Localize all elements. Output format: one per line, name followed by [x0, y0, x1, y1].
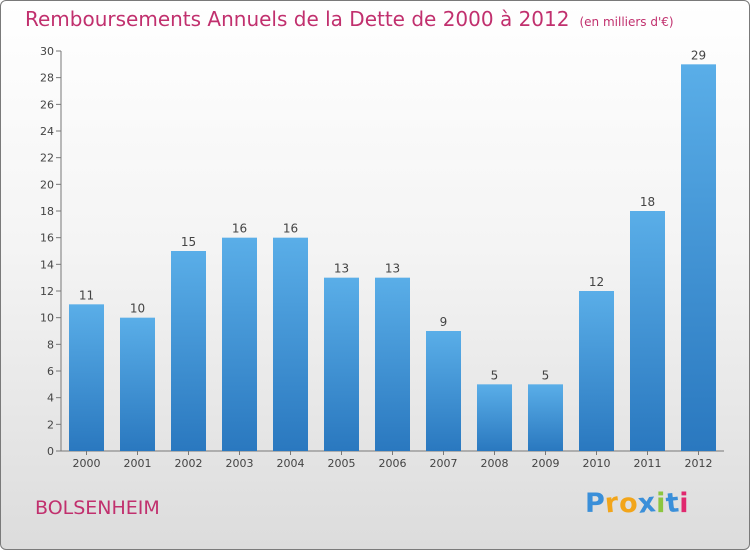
data-labels: 11 10 15 16 16 13 13 9 5 5 12 18 29	[79, 48, 706, 382]
logo-letter: i	[656, 488, 666, 519]
data-label-2000: 11	[79, 288, 94, 302]
x-tick-label-2007: 2007	[430, 457, 458, 470]
bar-2012	[681, 64, 716, 452]
bars	[69, 64, 716, 452]
bar-2003	[222, 237, 257, 451]
logo-letter: i	[679, 488, 690, 519]
x-tick-label-2011: 2011	[634, 457, 662, 470]
bar-2001	[120, 317, 155, 451]
bar-2004	[273, 237, 308, 451]
bar-2011	[630, 211, 665, 451]
y-tick-label: 28	[40, 72, 54, 85]
city-name: BOLSENHEIM	[35, 497, 160, 519]
y-tick-label: 8	[47, 338, 54, 351]
x-tick-label-2003: 2003	[226, 457, 254, 470]
y-tick-label: 20	[40, 178, 54, 191]
y-tick-label: 16	[40, 232, 54, 245]
data-label-2010: 12	[589, 275, 604, 289]
logo-letter: P	[585, 488, 606, 519]
data-label-2012: 29	[691, 48, 706, 62]
y-tick-label: 18	[40, 205, 54, 218]
y-tick-label: 10	[40, 312, 54, 325]
bar-2002	[171, 251, 206, 451]
x-tick-label-2006: 2006	[379, 457, 407, 470]
bar-2005	[324, 277, 359, 451]
data-label-2004: 16	[283, 222, 298, 236]
x-tick-label-2009: 2009	[532, 457, 560, 470]
y-tick-label: 2	[47, 418, 54, 431]
y-tick-label: 12	[40, 285, 54, 298]
data-label-2011: 18	[640, 195, 655, 209]
data-label-2002: 15	[181, 235, 196, 249]
y-tick-label: 24	[40, 125, 54, 138]
x-tick-label-2004: 2004	[277, 457, 305, 470]
y-tick-label: 30	[40, 45, 54, 58]
x-tick-label-2008: 2008	[481, 457, 509, 470]
bar-2000	[69, 304, 104, 451]
bar-2010	[579, 291, 614, 451]
y-tick-label: 0	[47, 445, 54, 458]
x-tick-label-2002: 2002	[175, 457, 203, 470]
unit-label: (en milliers d'€)	[579, 15, 674, 29]
y-tick-label: 26	[40, 98, 54, 111]
bar-2007	[426, 331, 461, 451]
data-label-2007: 9	[440, 315, 448, 329]
x-tick-label-2010: 2010	[583, 457, 611, 470]
chart-title-text: Remboursements Annuels de la Dette de 20…	[25, 7, 570, 31]
y-tick-label: 22	[40, 152, 54, 165]
y-tick-label: 14	[40, 258, 54, 271]
x-tick-label-2001: 2001	[124, 457, 152, 470]
data-label-2003: 16	[232, 222, 247, 236]
data-label-2006: 13	[385, 262, 400, 276]
bar-2008	[477, 384, 512, 451]
data-label-2008: 5	[491, 368, 499, 382]
data-label-2009: 5	[542, 368, 550, 382]
logo-letter: o	[619, 488, 639, 519]
x-tick-label-2005: 2005	[328, 457, 356, 470]
logo-letter: x	[636, 487, 658, 520]
x-tick-label-2000: 2000	[73, 457, 101, 470]
x-tick-label-2012: 2012	[685, 457, 713, 470]
y-tick-label: 6	[47, 365, 54, 378]
bar-2009	[528, 384, 563, 451]
bar-2006	[375, 277, 410, 451]
data-label-2001: 10	[130, 302, 145, 316]
proxiti-logo[interactable]: Proxiti	[585, 487, 690, 520]
chart-title: Remboursements Annuels de la Dette de 20…	[25, 7, 674, 31]
data-label-2005: 13	[334, 262, 349, 276]
y-tick-label: 4	[47, 392, 54, 405]
